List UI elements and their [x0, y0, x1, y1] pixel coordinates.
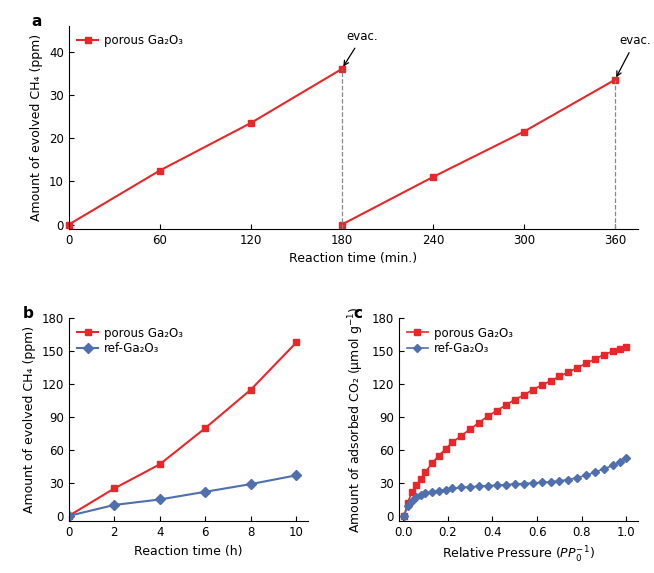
ref-Ga₂O₃ — [466, 484, 474, 490]
ref-Ga₂O₃ — [528, 480, 536, 486]
ref-Ga₂O₃ — [609, 462, 617, 469]
porous Ga₂O₃ — [428, 460, 436, 466]
porous Ga₂O₃ — [616, 346, 624, 352]
Line: porous Ga₂O₃: porous Ga₂O₃ — [65, 65, 345, 228]
porous Ga₂O₃ — [564, 368, 572, 375]
ref-Ga₂O₃ — [582, 472, 590, 479]
ref-Ga₂O₃ — [201, 488, 209, 495]
porous Ga₂O₃ — [493, 407, 501, 414]
porous Ga₂O₃ — [609, 348, 617, 355]
ref-Ga₂O₃ — [111, 501, 118, 508]
porous Ga₂O₃ — [457, 433, 465, 439]
Line: ref-Ga₂O₃: ref-Ga₂O₃ — [402, 455, 629, 519]
porous Ga₂O₃ — [600, 351, 608, 358]
ref-Ga₂O₃ — [441, 486, 449, 493]
porous Ga₂O₃ — [421, 469, 429, 476]
ref-Ga₂O₃ — [555, 477, 563, 484]
porous Ga₂O₃ — [201, 425, 209, 431]
ref-Ga₂O₃ — [493, 482, 501, 489]
porous Ga₂O₃ — [511, 396, 519, 403]
Line: porous Ga₂O₃: porous Ga₂O₃ — [65, 339, 300, 519]
porous Ga₂O₃ — [528, 386, 536, 393]
porous Ga₂O₃ — [484, 413, 492, 419]
ref-Ga₂O₃ — [400, 512, 408, 519]
ref-Ga₂O₃ — [616, 459, 624, 466]
porous Ga₂O₃ — [65, 512, 73, 519]
porous Ga₂O₃ — [475, 419, 483, 426]
porous Ga₂O₃ — [448, 439, 456, 446]
porous Ga₂O₃ — [574, 364, 581, 371]
ref-Ga₂O₃ — [511, 481, 519, 488]
ref-Ga₂O₃ — [623, 454, 630, 461]
porous Ga₂O₃ — [591, 355, 599, 362]
porous Ga₂O₃ — [156, 167, 164, 174]
Y-axis label: Amount of evolved CH₄ (ppm): Amount of evolved CH₄ (ppm) — [23, 326, 36, 513]
porous Ga₂O₃ — [338, 65, 346, 72]
ref-Ga₂O₃ — [421, 489, 429, 496]
porous Ga₂O₃ — [65, 221, 73, 228]
porous Ga₂O₃ — [156, 461, 164, 468]
porous Ga₂O₃ — [247, 386, 255, 393]
Text: a: a — [31, 14, 42, 29]
porous Ga₂O₃ — [435, 452, 443, 459]
ref-Ga₂O₃ — [538, 479, 545, 486]
porous Ga₂O₃ — [417, 475, 425, 482]
porous Ga₂O₃ — [247, 120, 254, 127]
ref-Ga₂O₃ — [417, 492, 425, 499]
porous Ga₂O₃ — [466, 426, 474, 433]
ref-Ga₂O₃ — [600, 465, 608, 472]
ref-Ga₂O₃ — [156, 496, 164, 503]
ref-Ga₂O₃ — [292, 472, 300, 479]
X-axis label: Relative Pressure ($PP_0^{-1}$): Relative Pressure ($PP_0^{-1}$) — [441, 545, 594, 565]
ref-Ga₂O₃ — [428, 488, 436, 495]
Y-axis label: Amount of evolved CH₄ (ppm): Amount of evolved CH₄ (ppm) — [30, 34, 43, 221]
porous Ga₂O₃ — [413, 482, 421, 489]
ref-Ga₂O₃ — [574, 474, 581, 481]
X-axis label: Reaction time (h): Reaction time (h) — [134, 545, 243, 558]
ref-Ga₂O₃ — [435, 487, 443, 494]
porous Ga₂O₃ — [404, 499, 411, 506]
porous Ga₂O₃ — [441, 446, 449, 453]
Legend: porous Ga₂O₃: porous Ga₂O₃ — [75, 32, 186, 49]
ref-Ga₂O₃ — [65, 512, 73, 519]
Text: evac.: evac. — [617, 34, 651, 76]
Line: porous Ga₂O₃: porous Ga₂O₃ — [402, 344, 629, 519]
porous Ga₂O₃ — [555, 373, 563, 380]
ref-Ga₂O₃ — [404, 503, 411, 509]
ref-Ga₂O₃ — [564, 476, 572, 483]
porous Ga₂O₃ — [292, 339, 300, 346]
porous Ga₂O₃ — [582, 360, 590, 367]
Text: evac.: evac. — [344, 30, 378, 65]
ref-Ga₂O₃ — [502, 481, 509, 488]
ref-Ga₂O₃ — [448, 485, 456, 492]
porous Ga₂O₃ — [520, 392, 528, 399]
Y-axis label: Amount of adsorbed CO₂ (μmol g$^{-1}$): Amount of adsorbed CO₂ (μmol g$^{-1}$) — [346, 307, 366, 533]
Text: c: c — [353, 306, 362, 321]
Line: ref-Ga₂O₃: ref-Ga₂O₃ — [65, 472, 300, 519]
ref-Ga₂O₃ — [247, 481, 255, 488]
ref-Ga₂O₃ — [484, 482, 492, 489]
ref-Ga₂O₃ — [475, 483, 483, 490]
porous Ga₂O₃ — [111, 485, 118, 492]
X-axis label: Reaction time (min.): Reaction time (min.) — [289, 252, 417, 265]
porous Ga₂O₃ — [408, 488, 416, 495]
ref-Ga₂O₃ — [413, 494, 421, 501]
ref-Ga₂O₃ — [591, 469, 599, 476]
ref-Ga₂O₃ — [408, 497, 416, 504]
Legend: porous Ga₂O₃, ref-Ga₂O₃: porous Ga₂O₃, ref-Ga₂O₃ — [75, 324, 186, 358]
porous Ga₂O₃ — [547, 378, 555, 384]
porous Ga₂O₃ — [400, 512, 408, 519]
porous Ga₂O₃ — [502, 402, 509, 409]
ref-Ga₂O₃ — [457, 484, 465, 491]
ref-Ga₂O₃ — [520, 480, 528, 487]
Text: b: b — [24, 306, 34, 321]
ref-Ga₂O₃ — [547, 478, 555, 485]
porous Ga₂O₃ — [623, 343, 630, 350]
Legend: porous Ga₂O₃, ref-Ga₂O₃: porous Ga₂O₃, ref-Ga₂O₃ — [404, 324, 515, 358]
porous Ga₂O₃ — [538, 382, 545, 388]
